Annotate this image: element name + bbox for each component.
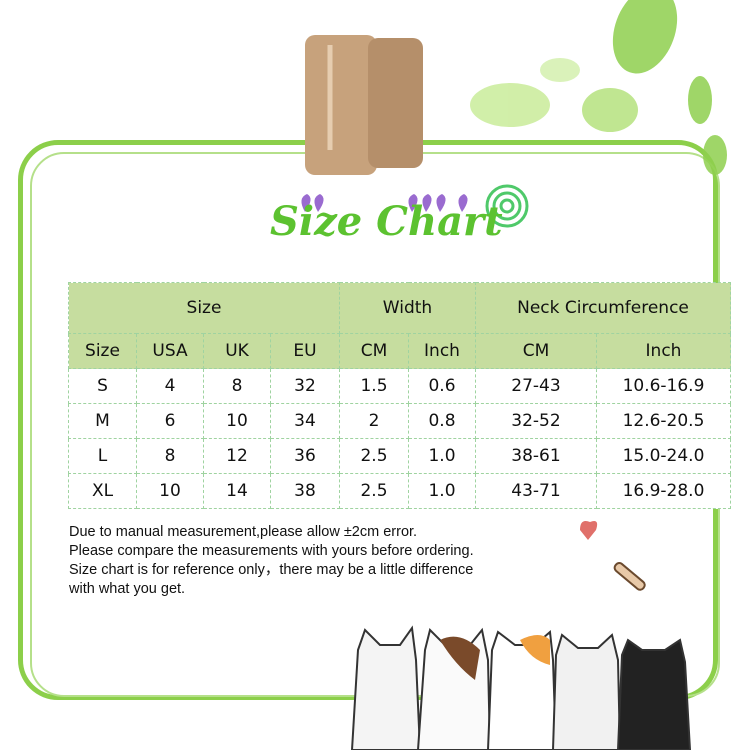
- cell: 1.5: [339, 368, 409, 404]
- spiral-icon: [485, 184, 529, 228]
- cell: 0.6: [408, 368, 476, 404]
- leaves-icon: [470, 0, 727, 175]
- cell: 16.9-28.0: [595, 473, 732, 509]
- cell: 38: [270, 473, 340, 509]
- col-neck-inch: Inch: [595, 333, 732, 369]
- cell: 0.8: [408, 403, 476, 439]
- cell: 32: [270, 368, 340, 404]
- cell: 10.6-16.9: [595, 368, 732, 404]
- col-usa: USA: [136, 333, 204, 369]
- page-title: Size Chart: [270, 198, 503, 245]
- cell: 27-43: [475, 368, 597, 404]
- heart-treat-icon: [580, 521, 598, 540]
- cell: M: [68, 403, 137, 439]
- cell: XL: [68, 473, 137, 509]
- size-table: Size Width Neck Circumference Size USA U…: [68, 282, 732, 509]
- note-line: Please compare the measurements with you…: [69, 543, 474, 559]
- header-width: Width: [339, 282, 476, 334]
- col-uk: UK: [203, 333, 271, 369]
- bone-icon: [613, 562, 646, 591]
- cell: 15.0-24.0: [595, 438, 732, 474]
- cell: L: [68, 438, 137, 474]
- cell: 8: [203, 368, 271, 404]
- cell: 32-52: [475, 403, 597, 439]
- cell: 6: [136, 403, 204, 439]
- cell: 36: [270, 438, 340, 474]
- cell: 2: [339, 403, 409, 439]
- cell: 38-61: [475, 438, 597, 474]
- cell: 4: [136, 368, 204, 404]
- clip-icon: [305, 35, 423, 175]
- cell: 12: [203, 438, 271, 474]
- col-neck-cm: CM: [475, 333, 597, 369]
- cell: 1.0: [408, 473, 476, 509]
- cell: 10: [136, 473, 204, 509]
- cell: 8: [136, 438, 204, 474]
- cell: 1.0: [408, 438, 476, 474]
- subheader-row: Size USA UK EU CM Inch CM Inch: [68, 333, 732, 369]
- table-row: M 6 10 34 2 0.8 32-52 12.6-20.5: [68, 403, 732, 439]
- cell: 12.6-20.5: [595, 403, 732, 439]
- table-row: XL 10 14 38 2.5 1.0 43-71 16.9-28.0: [68, 473, 732, 509]
- note-line: Size chart is for reference only，there m…: [69, 562, 474, 578]
- cell: S: [68, 368, 137, 404]
- cell: 34: [270, 403, 340, 439]
- col-width-cm: CM: [339, 333, 409, 369]
- notes: Due to manual measurement,please allow ±…: [69, 523, 474, 599]
- cats-illustration: [350, 625, 692, 750]
- header-size: Size: [68, 282, 340, 334]
- cell: 2.5: [339, 438, 409, 474]
- cell: 43-71: [475, 473, 597, 509]
- hearts-icon: [301, 194, 468, 212]
- note-line: with what you get.: [69, 581, 186, 597]
- col-eu: EU: [270, 333, 340, 369]
- table-row: L 8 12 36 2.5 1.0 38-61 15.0-24.0: [68, 438, 732, 474]
- table-row: S 4 8 32 1.5 0.6 27-43 10.6-16.9: [68, 368, 732, 404]
- cell: 14: [203, 473, 271, 509]
- cell: 10: [203, 403, 271, 439]
- col-width-inch: Inch: [408, 333, 476, 369]
- col-size: Size: [68, 333, 137, 369]
- cell: 2.5: [339, 473, 409, 509]
- note-line: Due to manual measurement,please allow ±…: [69, 524, 418, 540]
- header-neck: Neck Circumference: [475, 282, 731, 334]
